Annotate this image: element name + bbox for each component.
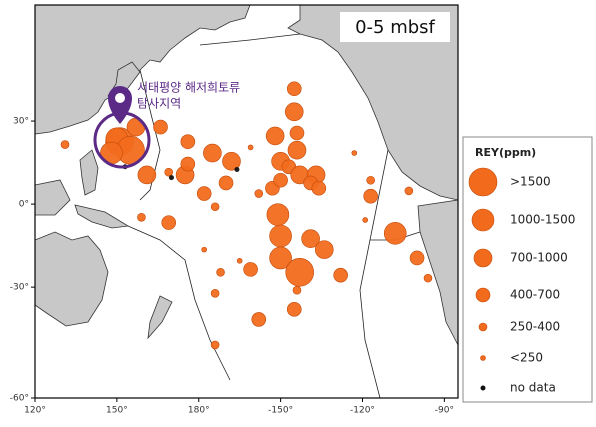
sample-site (423, 273, 433, 283)
legend-label: 400-700 (510, 288, 560, 302)
sample-site (137, 213, 146, 222)
sample-site (137, 165, 157, 185)
legend-title: REY(ppm) (475, 146, 536, 159)
sample-site (254, 189, 264, 198)
sample-site (286, 81, 302, 97)
sample-site (210, 340, 220, 350)
sample-site (286, 302, 302, 317)
sample-site (362, 217, 369, 223)
sample-site (180, 134, 196, 150)
legend: >1500 1000-1500 700-1000 400-700 250-400 <250… (468, 167, 575, 395)
sample-site (201, 246, 207, 253)
sample-site (161, 215, 177, 230)
sample-site (269, 246, 292, 270)
sample-site (363, 188, 378, 204)
sample-site (314, 240, 334, 259)
x-tick-label: 150° (106, 406, 128, 416)
annotation-line: 탐사지역 (137, 97, 181, 111)
y-tick-label: 30° (13, 117, 29, 127)
sample-site (251, 312, 267, 327)
legend-label: 700-1000 (510, 251, 568, 265)
sample-site (273, 172, 288, 188)
sample-site (247, 144, 254, 151)
legend-label: 1000-1500 (510, 213, 575, 227)
sample-site (60, 140, 70, 149)
legend-label: >1500 (510, 175, 551, 189)
legend-marker (475, 287, 491, 303)
x-tick-label: -90° (435, 406, 454, 416)
legend-marker (480, 385, 486, 391)
sample-site (285, 257, 315, 287)
y-tick-label: 0° (19, 200, 29, 210)
sample-site (404, 186, 414, 196)
sample-site (287, 140, 307, 160)
map-frame (34, 4, 459, 399)
sample-site (210, 202, 220, 212)
sample-site (234, 166, 240, 172)
annotation-line: 서태평양 해저희토류 (137, 81, 240, 95)
sample-site (383, 222, 407, 245)
sample-site (243, 262, 258, 277)
sample-site (180, 156, 196, 172)
sample-site (222, 152, 241, 171)
x-tick-label: 120° (24, 406, 46, 416)
x-tick-label: -120° (350, 406, 375, 416)
y-tick-label: -30° (10, 283, 29, 293)
sample-site (289, 125, 305, 141)
sample-site (168, 175, 174, 181)
sample-site (301, 229, 320, 248)
sample-site (333, 267, 348, 283)
sample-site (311, 180, 327, 196)
sample-site (153, 119, 168, 135)
legend-marker (468, 167, 498, 197)
x-tick-label: -150° (268, 406, 293, 416)
legend-marker (478, 322, 488, 332)
sample-site (218, 175, 234, 191)
legend-marker (480, 355, 486, 361)
legend-label: <250 (510, 351, 543, 365)
sample-site (266, 203, 290, 226)
sample-site (203, 143, 222, 163)
y-tick-label: -60° (10, 394, 29, 404)
legend-label: 250-400 (510, 320, 560, 334)
sample-site (196, 186, 212, 201)
land (34, 4, 459, 346)
sample-site (210, 289, 220, 298)
markers (60, 81, 433, 350)
sample-site (409, 250, 425, 266)
sample-site (366, 175, 375, 185)
map-title: 0-5 mbsf (355, 17, 435, 38)
region-annotation: 서태평양 해저희토류 탐사지역 (93, 81, 240, 169)
title-box (340, 12, 450, 42)
pin-hole (115, 93, 125, 103)
sample-site (269, 224, 292, 248)
x-tick-label: 180° (188, 406, 210, 416)
sample-site (164, 167, 174, 177)
sample-site (351, 150, 358, 156)
legend-label: no data (510, 381, 556, 395)
sample-site (265, 126, 285, 146)
legend-marker (473, 248, 493, 268)
sample-site (292, 285, 302, 295)
legend-marker (471, 208, 495, 232)
sample-site (284, 102, 304, 122)
location-pin (108, 86, 132, 124)
sample-site (216, 267, 225, 277)
sample-site (236, 257, 243, 264)
